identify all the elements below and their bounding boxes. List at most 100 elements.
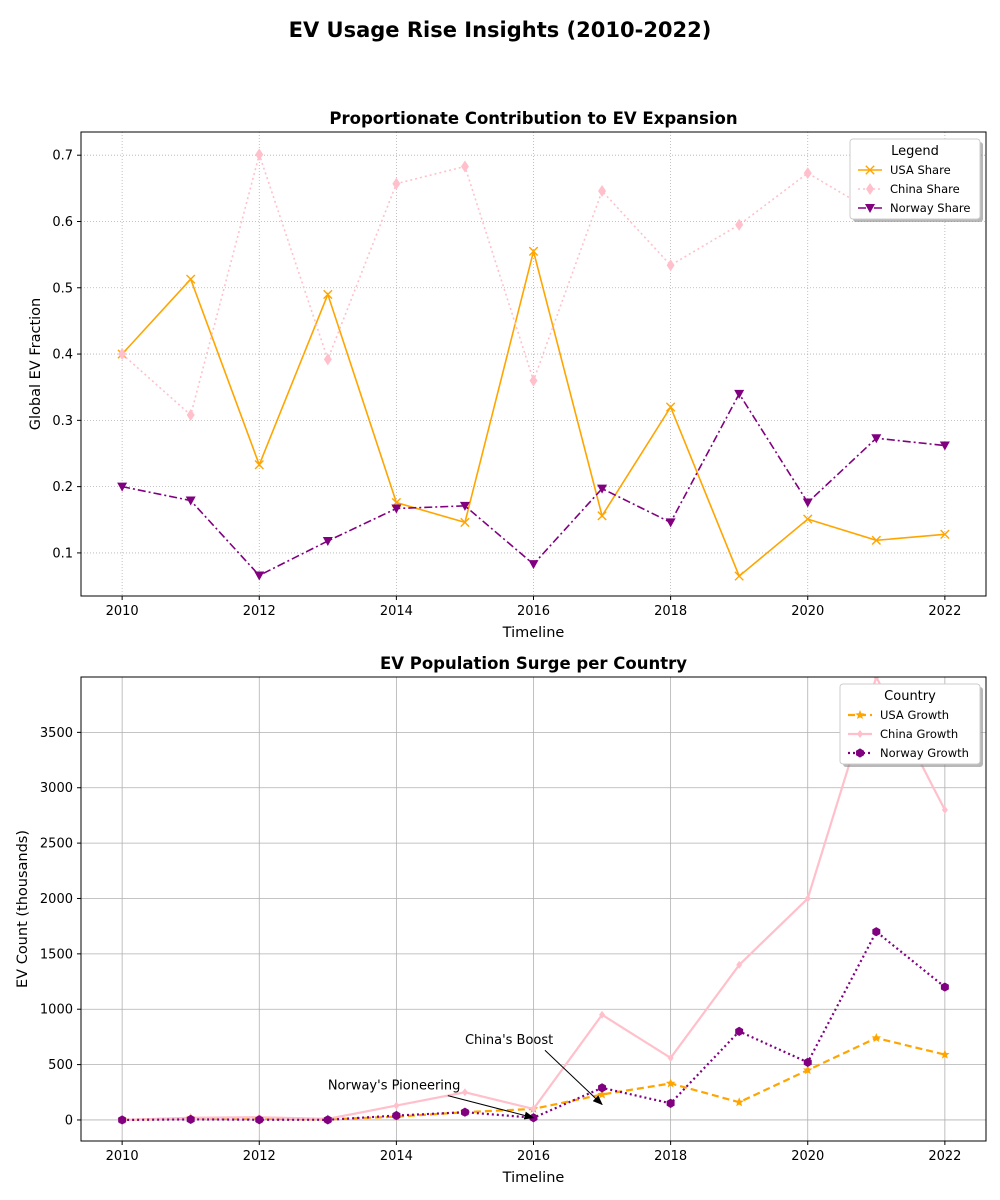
data-point [666,1098,675,1108]
y-tick-label: 0.3 [52,414,73,429]
data-point [322,536,333,546]
data-point [803,514,813,524]
data-point [186,274,196,284]
x-tick-label: 2016 [517,604,550,619]
x-tick-label: 2018 [654,1149,687,1164]
legend-marker [865,165,875,175]
data-point [393,1101,400,1110]
y-tick-label: 0 [65,1113,73,1128]
data-point [598,184,607,197]
legend-entry: Norway Share [890,201,970,215]
data-point [667,1053,674,1062]
y-tick-label: 1000 [40,1003,73,1018]
annotation-arrow [544,1049,603,1106]
data-point [940,1049,950,1059]
series-3 [117,389,950,581]
y-axis-label: EV Count (thousands) [15,830,31,988]
data-point [392,1110,401,1121]
data-point [735,218,744,231]
data-point [597,1089,607,1099]
legend-entry: China Share [890,182,960,196]
legend-box [849,138,981,220]
data-point [254,571,265,581]
x-tick-label: 2018 [654,604,687,619]
data-point [460,1107,469,1117]
x-tick-label: 2020 [791,1149,824,1164]
x-tick-label: 2020 [791,604,824,619]
y-tick-label: 500 [48,1058,73,1073]
legend: Country USA Growth China Growth Norway Grow… [839,683,983,767]
data-point [871,535,881,546]
data-point [254,460,264,470]
chart-title: EV Population Surge per Country [380,654,687,673]
x-tick-label: 2012 [243,604,276,619]
legend: Legend USA Share China Share Norway Share [849,138,983,222]
data-point [597,511,607,521]
data-point [735,1026,744,1036]
data-point [802,498,813,508]
x-tick-label: 2010 [106,1149,139,1164]
legend-box [839,683,981,765]
grid-lines [81,132,986,596]
series-1 [117,246,950,581]
y-tick-label: 0.6 [52,215,73,230]
legend-marker [856,748,864,758]
annotation-1: Norway's Pioneering [328,1079,535,1120]
y-tick-label: 0.2 [52,480,73,495]
legend-entry: USA Share [890,163,951,177]
y-tick-label: 1500 [40,947,73,962]
y-tick-label: 0.4 [52,348,73,363]
x-tick-label: 2012 [243,1149,276,1164]
data-point [598,1083,607,1093]
data-point [734,389,745,399]
data-point [599,1010,606,1019]
data-point [872,927,881,937]
x-axis-label: Timeline [502,1170,565,1186]
legend-title: Legend [891,144,939,159]
data-point [736,960,743,969]
data-point [323,353,332,366]
data-point [803,167,812,180]
legend-marker [865,204,875,213]
y-tick-label: 0.1 [52,546,73,561]
legend-marker [866,183,874,195]
annotation-text: China's Boost [465,1033,553,1048]
data-point [528,246,539,257]
data-point [871,1033,882,1043]
data-point [118,348,127,361]
data-point [323,289,333,300]
data-point [804,894,811,903]
data-point [460,160,469,173]
legend-entry: China Growth [880,727,958,741]
data-point [528,560,539,570]
data-point [461,1088,468,1097]
y-tick-label: 3500 [40,726,73,741]
y-tick-label: 2000 [40,892,73,907]
data-point [871,434,882,444]
data-point [185,496,196,506]
x-tick-label: 2014 [380,604,413,619]
data-point [665,518,676,528]
data-point [392,177,401,190]
legend-title: Country [884,689,936,704]
data-point [940,529,950,540]
x-tick-label: 2014 [380,1149,413,1164]
y-tick-label: 3000 [40,781,73,796]
y-tick-label: 0.5 [52,281,73,296]
data-point [186,409,195,422]
y-tick-label: 2500 [40,837,73,852]
data-point [734,571,744,581]
x-tick-label: 2010 [106,604,139,619]
x-axis-label: Timeline [502,625,565,641]
data-point [117,482,128,492]
data-point [940,982,949,992]
y-tick-label: 0.7 [52,149,73,164]
data-point [665,1078,676,1088]
data-point [118,1115,127,1125]
data-point [734,1097,744,1107]
legend-marker [857,730,863,738]
data-point [460,517,470,528]
data-point [666,259,675,272]
